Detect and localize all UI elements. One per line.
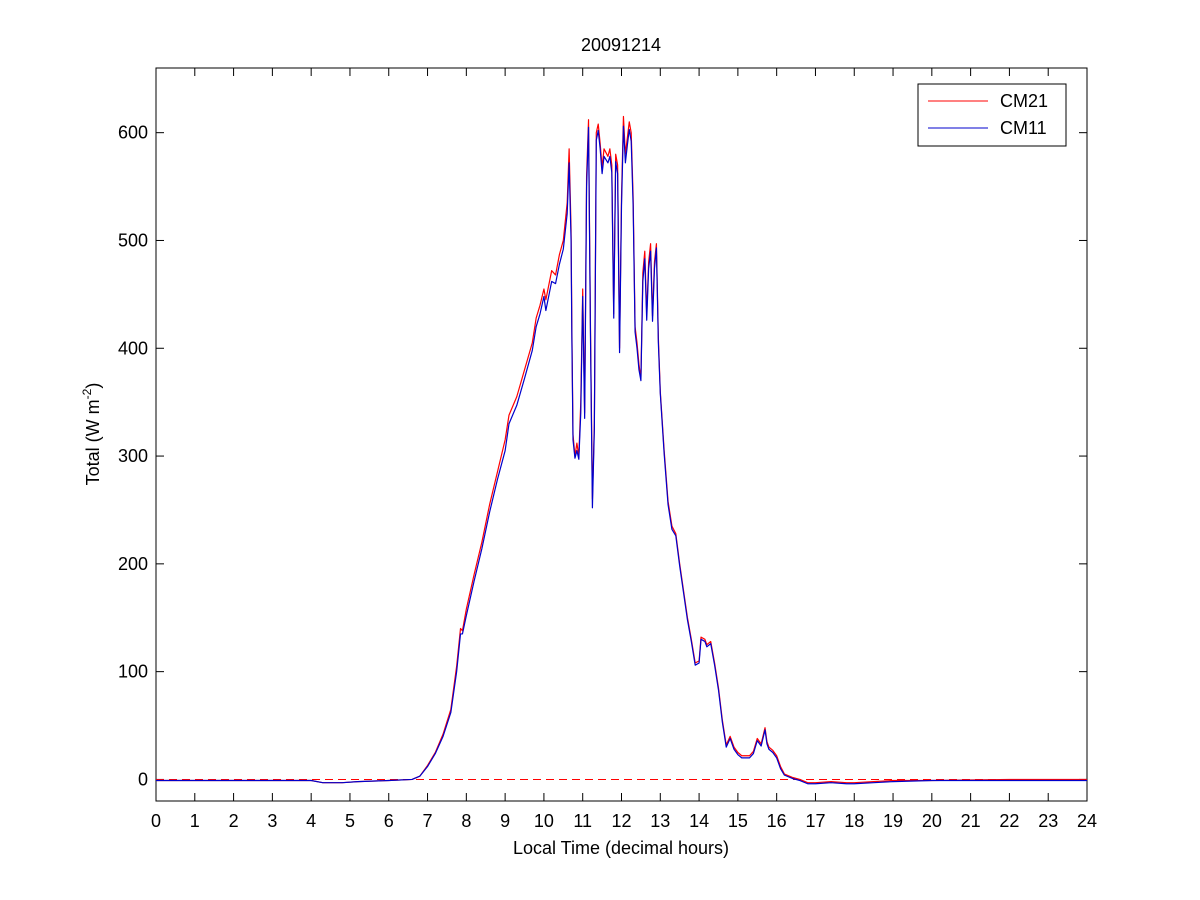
plot-area (155, 67, 1088, 802)
x-tick-label: 18 (844, 811, 864, 831)
y-tick-label: 600 (118, 123, 148, 143)
y-tick-label: 500 (118, 230, 148, 250)
x-axis-tick-labels: 0 1 2 3 4 5 6 7 8 9 10 11 12 13 14 15 16 17 18 19 20 21 22 23 24 (151, 811, 1097, 831)
x-tick-label: 0 (151, 811, 161, 831)
y-tick-label: 200 (118, 554, 148, 574)
x-tick-label: 10 (534, 811, 554, 831)
x-tick-label: 1 (190, 811, 200, 831)
y-tick-label: 400 (118, 338, 148, 358)
x-tick-label: 5 (345, 811, 355, 831)
x-tick-label: 12 (611, 811, 631, 831)
x-tick-label: 23 (1038, 811, 1058, 831)
x-tick-label: 3 (267, 811, 277, 831)
y-axis-tick-labels: 0 100 200 300 400 500 600 (118, 123, 148, 790)
x-tick-label: 16 (767, 811, 787, 831)
x-axis-label: Local Time (decimal hours) (513, 838, 729, 858)
legend-label-cm21: CM21 (1000, 91, 1048, 111)
legend-label-cm11: CM11 (1000, 118, 1047, 138)
y-tick-label: 300 (118, 446, 148, 466)
x-tick-label: 15 (728, 811, 748, 831)
x-tick-label: 20 (922, 811, 942, 831)
y-axis-label-text: Total (W m (83, 399, 103, 485)
x-tick-label: 6 (384, 811, 394, 831)
x-tick-label: 4 (306, 811, 316, 831)
x-tick-label: 7 (423, 811, 433, 831)
x-tick-label: 14 (689, 811, 709, 831)
x-tick-label: 24 (1077, 811, 1097, 831)
x-axis-ticks (155, 68, 1088, 801)
y-tick-label: 100 (118, 662, 148, 682)
x-tick-label: 17 (805, 811, 825, 831)
x-tick-label: 21 (961, 811, 981, 831)
x-tick-label: 9 (500, 811, 510, 831)
x-tick-label: 19 (883, 811, 903, 831)
legend-box (917, 83, 1067, 147)
x-tick-label: 22 (999, 811, 1019, 831)
x-tick-label: 8 (461, 811, 471, 831)
x-tick-label: 2 (229, 811, 239, 831)
y-axis-label: Total (W m-2) (80, 383, 103, 486)
series-layer (156, 115, 1087, 785)
x-tick-label: 11 (573, 811, 592, 831)
legend: CM21 CM11 (917, 83, 1067, 147)
y-axis-label-suffix: ) (83, 383, 103, 389)
series-line-cm11 (156, 125, 1087, 785)
chart-title: 20091214 (581, 35, 661, 55)
x-tick-label: 13 (650, 811, 670, 831)
y-tick-label: 0 (138, 769, 148, 789)
y-axis-label-exponent: -2 (80, 388, 94, 399)
